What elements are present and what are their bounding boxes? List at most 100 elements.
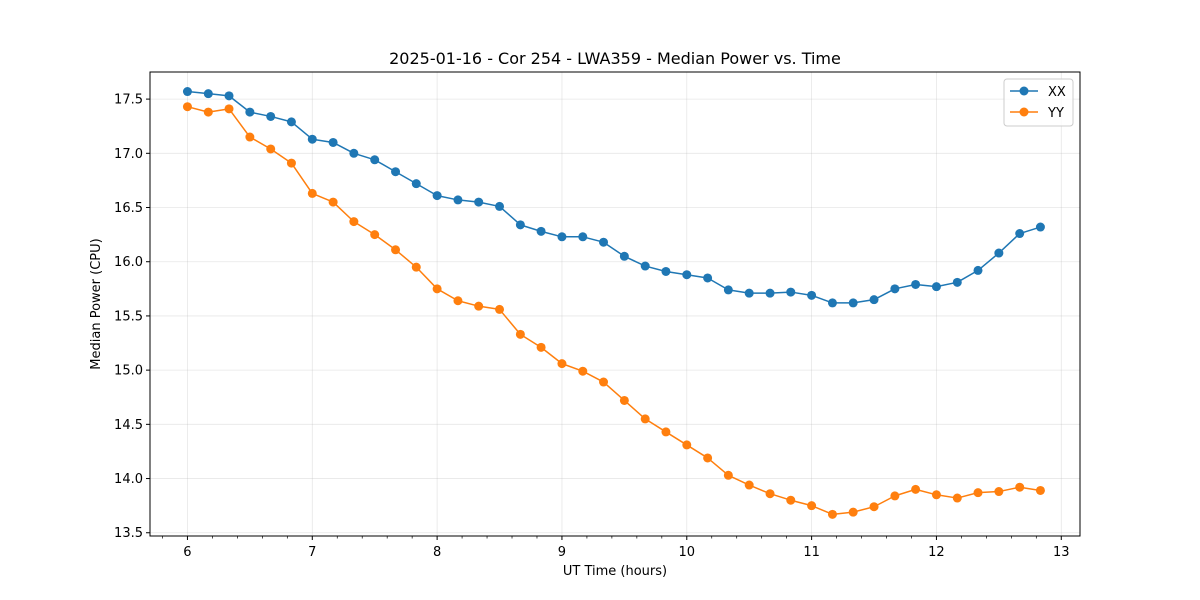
data-point-xx bbox=[224, 91, 234, 101]
data-point-xx bbox=[203, 89, 213, 99]
data-point-yy bbox=[370, 230, 380, 240]
data-point-yy bbox=[203, 107, 213, 117]
data-point-xx bbox=[723, 285, 733, 295]
data-point-yy bbox=[640, 414, 650, 424]
data-point-xx bbox=[391, 167, 401, 177]
data-point-yy bbox=[245, 132, 255, 142]
data-point-yy bbox=[786, 495, 796, 505]
x-tick-label: 8 bbox=[433, 545, 441, 560]
data-point-yy bbox=[703, 453, 713, 463]
data-point-xx bbox=[827, 298, 837, 308]
data-point-xx bbox=[807, 290, 817, 300]
data-point-yy bbox=[391, 245, 401, 255]
y-tick-label: 14.5 bbox=[114, 418, 143, 433]
data-point-yy bbox=[973, 488, 983, 498]
y-tick-label: 16.5 bbox=[114, 201, 143, 216]
data-point-yy bbox=[744, 480, 754, 490]
plot-area-frame bbox=[149, 71, 1081, 537]
data-point-xx bbox=[911, 279, 921, 289]
data-point-yy bbox=[557, 359, 567, 369]
series-layer bbox=[182, 87, 1045, 519]
data-point-yy bbox=[1015, 482, 1025, 492]
data-point-yy bbox=[495, 304, 505, 314]
y-axis: 13.5 14.0 14.5 15.0 15.5 16.0 16.5 17.0 17.5 bbox=[114, 93, 150, 541]
x-tick-label: 9 bbox=[558, 545, 566, 560]
data-point-yy bbox=[931, 490, 941, 500]
x-tick-label: 6 bbox=[183, 545, 191, 560]
data-point-yy bbox=[224, 104, 234, 114]
data-point-xx bbox=[182, 87, 192, 97]
data-point-xx bbox=[536, 226, 546, 236]
data-point-xx bbox=[869, 295, 879, 305]
data-point-xx bbox=[474, 197, 484, 207]
data-point-yy bbox=[807, 501, 817, 511]
data-point-yy bbox=[536, 342, 546, 352]
data-point-xx bbox=[349, 148, 359, 158]
data-point-xx bbox=[495, 201, 505, 211]
data-point-yy bbox=[765, 489, 775, 499]
y-tick-label: 15.0 bbox=[114, 364, 143, 379]
data-point-yy bbox=[432, 284, 442, 294]
x-tick-label: 11 bbox=[803, 545, 820, 560]
data-point-xx bbox=[661, 266, 671, 276]
y-axis-label: Median Power (CPU) bbox=[89, 238, 104, 369]
data-point-xx bbox=[411, 179, 421, 189]
y-tick-label: 14.0 bbox=[114, 472, 143, 487]
x-axis-label: UT Time (hours) bbox=[563, 564, 667, 579]
data-point-xx bbox=[682, 270, 692, 280]
x-tick-label: 13 bbox=[1053, 545, 1070, 560]
data-point-yy bbox=[515, 329, 525, 339]
data-point-xx bbox=[952, 277, 962, 287]
data-point-xx bbox=[453, 195, 463, 205]
legend: XX YY bbox=[1003, 78, 1074, 127]
data-point-yy bbox=[349, 217, 359, 227]
data-point-yy bbox=[848, 507, 858, 517]
data-point-xx bbox=[973, 265, 983, 275]
legend-marker-yy bbox=[1019, 107, 1029, 117]
data-point-xx bbox=[703, 273, 713, 283]
data-point-yy bbox=[453, 296, 463, 306]
data-point-xx bbox=[890, 284, 900, 294]
data-point-xx bbox=[640, 261, 650, 271]
data-point-yy bbox=[911, 484, 921, 494]
data-point-xx bbox=[266, 111, 276, 121]
data-point-yy bbox=[307, 188, 317, 198]
data-point-yy bbox=[474, 301, 484, 311]
data-point-yy bbox=[328, 197, 338, 207]
x-tick-label: 12 bbox=[928, 545, 945, 560]
data-point-xx bbox=[307, 134, 317, 144]
y-tick-label: 15.5 bbox=[114, 309, 143, 324]
legend-marker-xx bbox=[1019, 86, 1029, 96]
y-tick-label: 13.5 bbox=[114, 526, 143, 541]
data-point-xx bbox=[286, 117, 296, 127]
legend-label-yy: YY bbox=[1047, 106, 1064, 121]
data-point-xx bbox=[370, 155, 380, 165]
data-point-yy bbox=[599, 377, 609, 387]
data-point-yy bbox=[619, 395, 629, 405]
data-point-yy bbox=[182, 102, 192, 112]
y-tick-label: 17.5 bbox=[114, 93, 143, 108]
data-point-yy bbox=[1035, 485, 1045, 495]
data-point-xx bbox=[245, 107, 255, 117]
data-point-xx bbox=[578, 232, 588, 242]
data-point-xx bbox=[557, 232, 567, 242]
x-axis: 6 7 8 9 10 11 12 13 bbox=[162, 536, 1070, 560]
data-point-xx bbox=[994, 248, 1004, 258]
y-tick-label: 16.0 bbox=[114, 255, 143, 270]
data-point-yy bbox=[952, 493, 962, 503]
chart-title: 2025-01-16 - Cor 254 - LWA359 - Median P… bbox=[389, 49, 841, 68]
data-point-xx bbox=[1015, 229, 1025, 239]
data-point-xx bbox=[432, 191, 442, 201]
y-tick-label: 17.0 bbox=[114, 147, 143, 162]
data-point-xx bbox=[848, 298, 858, 308]
data-point-yy bbox=[661, 427, 671, 437]
legend-label-xx: XX bbox=[1048, 85, 1066, 100]
x-tick-label: 7 bbox=[308, 545, 316, 560]
data-point-yy bbox=[266, 144, 276, 154]
data-point-xx bbox=[599, 237, 609, 247]
data-point-yy bbox=[682, 440, 692, 450]
data-point-xx bbox=[328, 137, 338, 147]
